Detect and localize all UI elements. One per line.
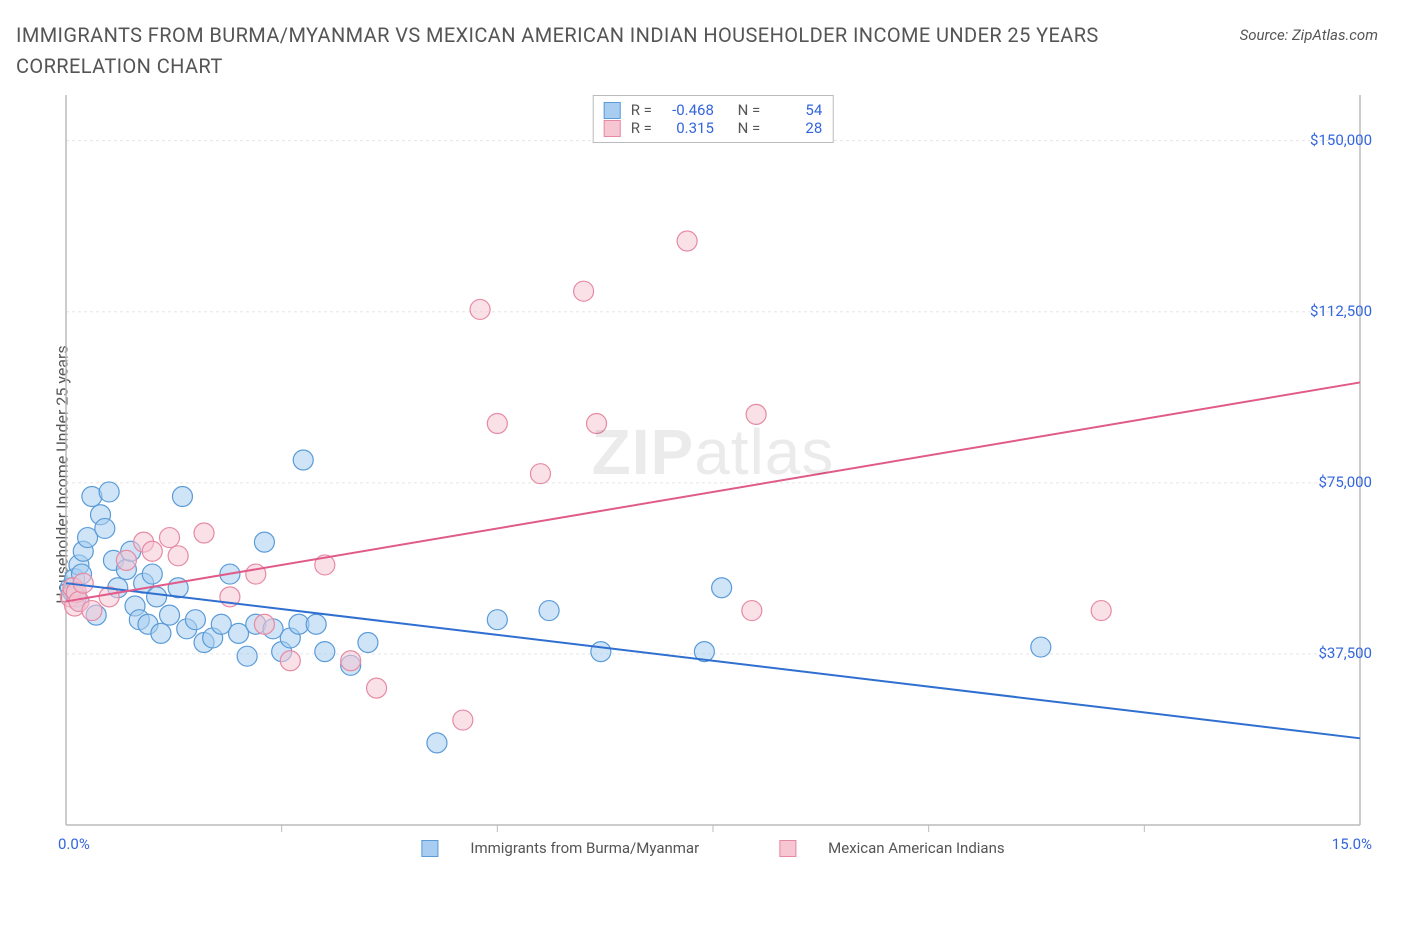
legend-swatch-a xyxy=(421,840,438,857)
stats-row-series-a: R = -0.468 N = 54 xyxy=(604,101,823,119)
y-tick-label: $37,500 xyxy=(1318,644,1372,662)
legend-label-a: Immigrants from Burma/Myanmar xyxy=(470,839,699,857)
legend-swatch-b xyxy=(779,840,796,857)
n-label: N = xyxy=(738,119,761,137)
swatch-series-b xyxy=(604,120,621,137)
plot-area: Householder Income Under 25 years ZIPatl… xyxy=(48,95,1378,855)
stats-legend: R = -0.468 N = 54 R = 0.315 N = 28 xyxy=(593,95,834,143)
y-tick-label: $150,000 xyxy=(1310,131,1372,149)
source-attribution: Source: ZipAtlas.com xyxy=(1240,26,1378,44)
r-value-b: 0.315 xyxy=(662,119,714,137)
swatch-series-a xyxy=(604,102,621,119)
chart-title: IMMIGRANTS FROM BURMA/MYANMAR VS MEXICAN… xyxy=(16,20,1136,82)
r-label: R = xyxy=(631,101,652,119)
r-value-a: -0.468 xyxy=(662,101,714,119)
x-tick-min: 0.0% xyxy=(58,835,90,853)
n-value-b: 28 xyxy=(770,119,822,137)
header-row: IMMIGRANTS FROM BURMA/MYANMAR VS MEXICAN… xyxy=(0,0,1406,82)
stats-row-series-b: R = 0.315 N = 28 xyxy=(604,119,823,137)
y-tick-label: $75,000 xyxy=(1318,473,1372,491)
x-tick-max: 15.0% xyxy=(1332,835,1372,853)
n-label: N = xyxy=(738,101,761,119)
legend-label-b: Mexican American Indians xyxy=(828,839,1004,857)
r-label: R = xyxy=(631,119,652,137)
y-tick-label: $112,500 xyxy=(1310,302,1372,320)
scatter-chart-svg xyxy=(48,95,1378,855)
series-legend: Immigrants from Burma/Myanmar Mexican Am… xyxy=(421,839,1004,857)
n-value-a: 54 xyxy=(770,101,822,119)
